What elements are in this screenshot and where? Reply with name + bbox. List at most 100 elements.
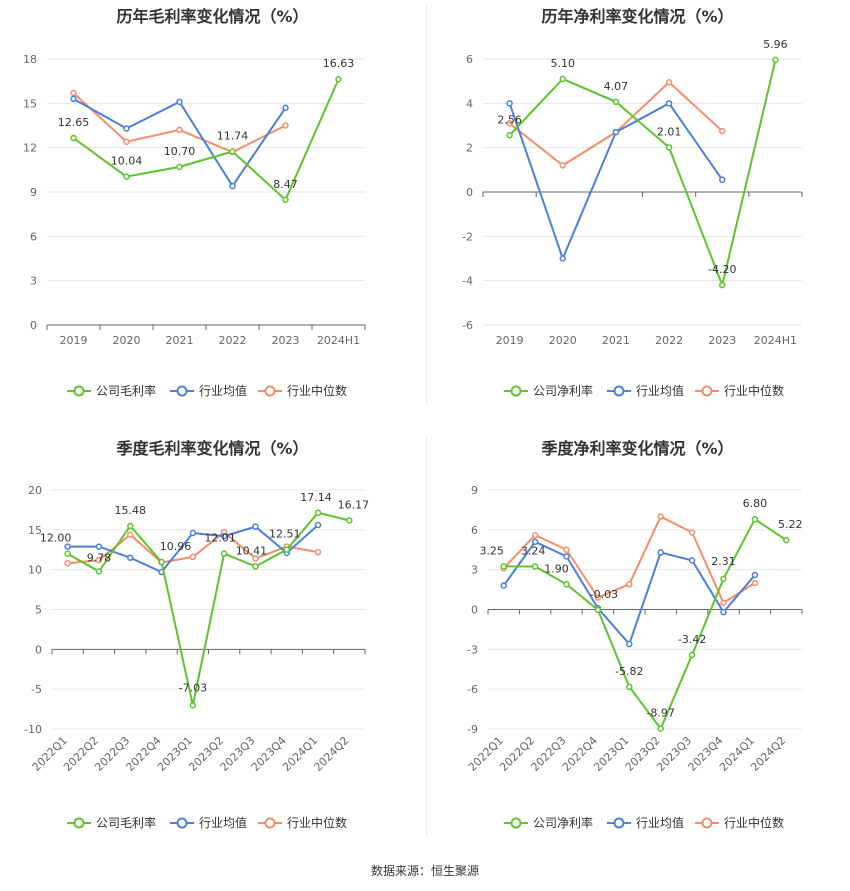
legend-marker: [176, 817, 188, 829]
data-point: [64, 543, 71, 550]
data-point: [626, 640, 633, 648]
chart-title: 历年净利率变化情况（%）: [541, 7, 734, 26]
data-point: [220, 550, 228, 557]
data-point: [95, 543, 103, 550]
annual-gross-margin-chart: 0 3 6 9 12 15 18 2019 2020 2021 2022 2023 2024H1 12.6…: [23, 53, 366, 398]
y-tick-label: 4: [466, 97, 473, 110]
legend-marker: [701, 817, 713, 829]
data-point: [282, 122, 289, 129]
data-point: [563, 581, 570, 588]
legend-marker: [613, 385, 625, 397]
series-line: [508, 102, 724, 262]
data-label: 3.24: [521, 544, 546, 557]
x-tick-label: 2021: [166, 334, 194, 347]
legend-label: 行业均值: [636, 815, 684, 830]
data-label: -8.97: [646, 707, 674, 720]
x-tick-label: 2024H1: [754, 334, 797, 347]
y-tick-label: -6: [467, 683, 478, 696]
data-point: [531, 531, 539, 539]
legend-label: 行业均值: [199, 383, 247, 398]
data-source-note: 数据来源：恒生聚源: [370, 864, 479, 878]
x-tick-label: 2023: [708, 334, 736, 347]
x-tick-label: 2022: [219, 334, 247, 347]
legend-marker: [176, 385, 188, 397]
series-line: [503, 517, 787, 731]
data-point: [719, 176, 726, 184]
y-tick-label: 18: [23, 53, 37, 66]
data-point: [559, 255, 566, 262]
data-point: [688, 529, 696, 536]
annual-net-margin-panel: 历年净利率变化情况（%） -6 -4 -2 0 2 4 6 2019 2020 2021 2022 2…: [425, 0, 850, 435]
legend-marker: [73, 385, 85, 397]
data-label: 10.04: [111, 155, 143, 168]
data-point: [189, 553, 197, 561]
data-point: [127, 522, 134, 530]
quarterly-gross-margin-chart: -10-5051015202022Q12022Q22022Q32022Q4202…: [24, 484, 370, 830]
data-point: [612, 128, 620, 136]
legend-marker: [264, 385, 276, 397]
legend-marker: [510, 385, 522, 397]
data-point: [626, 581, 633, 588]
data-label: 11.74: [217, 130, 249, 143]
data-point: [657, 513, 664, 520]
data-point: [282, 104, 289, 112]
data-label: 1.90: [544, 562, 569, 575]
data-label: -0.03: [590, 588, 618, 601]
data-label: 2.56: [497, 113, 521, 126]
data-point: [772, 56, 779, 64]
data-point: [783, 536, 790, 544]
data-label: 3.25: [479, 544, 504, 557]
y-tick-label: -10: [24, 723, 42, 736]
data-point: [314, 548, 322, 556]
data-point: [95, 556, 103, 564]
data-point: [751, 515, 759, 523]
y-tick-label: 20: [28, 484, 42, 497]
y-tick-label: 5: [35, 604, 42, 617]
y-tick-label: 6: [471, 524, 478, 537]
data-point: [158, 558, 165, 566]
data-point: [70, 95, 77, 103]
data-point: [176, 163, 183, 171]
data-point: [665, 100, 673, 107]
data-point: [719, 127, 726, 135]
data-point: [559, 75, 566, 83]
data-point: [594, 594, 602, 601]
x-tick-label: 2020: [549, 334, 577, 347]
data-label: 2.31: [711, 555, 736, 568]
legend-label: 公司净利率: [533, 815, 593, 830]
data-point: [688, 557, 696, 564]
data-label: 2.01: [657, 125, 682, 138]
data-point: [220, 532, 228, 540]
data-point: [123, 125, 130, 132]
data-point: [506, 132, 513, 139]
data-point: [531, 538, 539, 546]
data-point: [123, 138, 130, 146]
y-tick-label: -6: [462, 319, 473, 332]
data-point: [95, 568, 103, 575]
data-point: [282, 196, 289, 204]
data-point: [252, 563, 259, 570]
data-label: 15.48: [115, 504, 147, 517]
data-point: [176, 126, 183, 134]
data-point: [314, 509, 322, 517]
data-label: 12.01: [204, 532, 236, 545]
x-tick-label: 2021: [602, 334, 630, 347]
data-point: [626, 683, 633, 691]
data-point: [127, 531, 134, 538]
chart-title: 季度毛利率变化情况（%）: [116, 439, 309, 458]
legend-label: 行业中位数: [287, 815, 347, 830]
y-tick-label: -4: [462, 275, 473, 288]
y-tick-label: 0: [466, 186, 473, 199]
y-tick-label: 9: [30, 186, 37, 199]
y-tick-label: 6: [466, 53, 473, 66]
y-tick-label: 0: [30, 319, 37, 332]
data-label: 12.65: [58, 116, 90, 129]
annual-gross-margin-panel: 历年毛利率变化情况（%） 0 3 6 9 12 15 18 2019 2020 2021 2022 2…: [0, 0, 425, 435]
legend-label: 行业中位数: [287, 383, 347, 398]
y-tick-label: 2: [466, 142, 473, 155]
y-tick-label: 6: [30, 230, 37, 243]
x-tick-label: 2020: [113, 334, 141, 347]
data-label: 16.17: [338, 499, 370, 512]
y-tick-label: 0: [35, 643, 42, 656]
data-label: 4.07: [604, 80, 629, 93]
